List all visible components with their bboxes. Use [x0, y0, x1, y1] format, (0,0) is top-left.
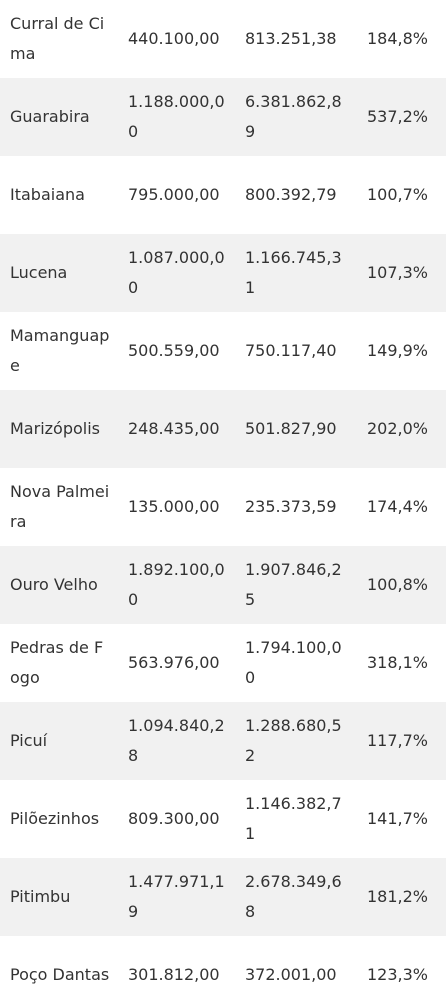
value-b-cell: 501.827,90 — [245, 419, 337, 438]
value-b-cell: 800.392,79 — [245, 185, 337, 204]
percent-cell: 100,8% — [366, 575, 428, 594]
percent-cell: 123,3% — [366, 965, 428, 984]
municipality-name-cell: Mamanguape — [10, 326, 110, 375]
percent-cell: 202,0% — [366, 419, 428, 438]
percent-cell: 174,4% — [366, 497, 428, 516]
value-a-cell: 500.559,00 — [128, 341, 220, 360]
municipality-name-cell: Poço Dantas — [10, 965, 110, 984]
table-row: Picuí 1.094.840,28 1.288.680,52 117,7% — [0, 702, 446, 780]
table-row: Mamanguape 500.559,00 750.117,40 149,9% — [0, 312, 446, 390]
percent-cell: 107,3% — [366, 263, 428, 282]
table-row: Lucena 1.087.000,00 1.166.745,31 107,3% — [0, 234, 446, 312]
municipality-name-cell: Lucena — [10, 263, 68, 282]
value-b-cell: 1.288.680,52 — [245, 716, 342, 765]
table-row: Marizópolis 248.435,00 501.827,90 202,0% — [0, 390, 446, 468]
value-b-cell: 813.251,38 — [245, 29, 337, 48]
value-a-cell: 563.976,00 — [128, 653, 220, 672]
table-row: Pilõezinhos 809.300,00 1.146.382,71 141,… — [0, 780, 446, 858]
value-b-cell: 1.146.382,71 — [245, 794, 342, 843]
value-a-cell: 1.087.000,00 — [128, 248, 225, 297]
percent-cell: 537,2% — [366, 107, 428, 126]
table-row: Curral de Cima 440.100,00 813.251,38 184… — [0, 0, 446, 78]
value-b-cell: 1.794.100,00 — [245, 638, 342, 687]
percent-cell: 181,2% — [366, 887, 428, 906]
value-b-cell: 372.001,00 — [245, 965, 337, 984]
municipality-name-cell: Guarabira — [10, 107, 90, 126]
value-a-cell: 795.000,00 — [128, 185, 220, 204]
value-a-cell: 440.100,00 — [128, 29, 220, 48]
value-a-cell: 1.892.100,00 — [128, 560, 225, 609]
municipality-name-cell: Picuí — [10, 731, 48, 750]
table-row: Nova Palmeira 135.000,00 235.373,59 174,… — [0, 468, 446, 546]
table-row: Pitimbu 1.477.971,19 2.678.349,68 181,2% — [0, 858, 446, 936]
percent-cell: 318,1% — [366, 653, 428, 672]
municipality-name-cell: Pilõezinhos — [10, 809, 100, 828]
table-row: Poço Dantas 301.812,00 372.001,00 123,3% — [0, 936, 446, 1000]
municipality-name-cell: Pitimbu — [10, 887, 71, 906]
municipality-name-cell: Curral de Cima — [10, 14, 105, 63]
value-b-cell: 750.117,40 — [245, 341, 337, 360]
percent-cell: 100,7% — [366, 185, 428, 204]
value-a-cell: 248.435,00 — [128, 419, 220, 438]
municipality-name-cell: Marizópolis — [10, 419, 100, 438]
value-a-cell: 135.000,00 — [128, 497, 220, 516]
percent-cell: 141,7% — [366, 809, 428, 828]
table-row: Guarabira 1.188.000,00 6.381.862,89 537,… — [0, 78, 446, 156]
percent-cell: 149,9% — [366, 341, 428, 360]
table-row: Itabaiana 795.000,00 800.392,79 100,7% — [0, 156, 446, 234]
percent-cell: 117,7% — [366, 731, 428, 750]
municipality-name-cell: Ouro Velho — [10, 575, 98, 594]
value-b-cell: 1.907.846,25 — [245, 560, 342, 609]
value-b-cell: 235.373,59 — [245, 497, 337, 516]
municipality-name-cell: Pedras de Fogo — [10, 638, 104, 687]
table-row: Pedras de Fogo 563.976,00 1.794.100,00 3… — [0, 624, 446, 702]
value-a-cell: 1.477.971,19 — [128, 872, 225, 921]
value-a-cell: 1.094.840,28 — [128, 716, 225, 765]
value-b-cell: 2.678.349,68 — [245, 872, 342, 921]
value-a-cell: 301.812,00 — [128, 965, 220, 984]
value-a-cell: 1.188.000,00 — [128, 92, 225, 141]
value-b-cell: 6.381.862,89 — [245, 92, 342, 141]
municipality-name-cell: Nova Palmeira — [10, 482, 110, 531]
percent-cell: 184,8% — [366, 29, 428, 48]
municipality-name-cell: Itabaiana — [10, 185, 85, 204]
table-row: Ouro Velho 1.892.100,00 1.907.846,25 100… — [0, 546, 446, 624]
value-b-cell: 1.166.745,31 — [245, 248, 342, 297]
value-a-cell: 809.300,00 — [128, 809, 220, 828]
